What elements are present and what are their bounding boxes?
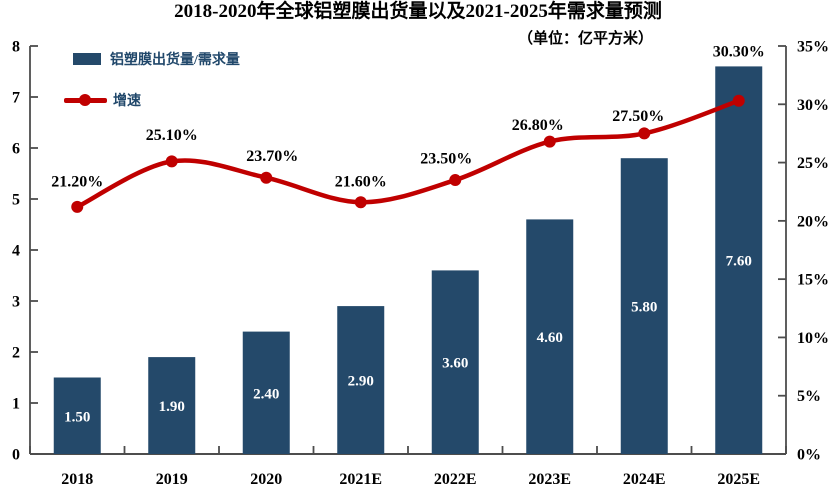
bar-value-label: 7.60: [726, 254, 752, 270]
growth-value-label: 26.80%: [512, 117, 564, 134]
x-axis-category-label: 2019: [156, 471, 188, 488]
growth-line-marker: [449, 174, 462, 187]
x-axis-category-label: 2018: [61, 471, 93, 488]
growth-value-label: 30.30%: [713, 43, 765, 60]
left-axis-tick-label: 4: [12, 243, 20, 260]
right-axis-tick-label: 30%: [797, 97, 829, 114]
bar: [337, 306, 385, 454]
bar: [526, 219, 574, 454]
left-axis-tick-label: 8: [12, 39, 20, 56]
growth-line-marker: [165, 155, 178, 168]
bar: [53, 377, 101, 454]
legend-line-label: 增速: [113, 94, 141, 109]
x-axis-category-label: 2024E: [623, 471, 666, 488]
growth-line-marker: [638, 127, 651, 140]
growth-line-marker: [732, 94, 745, 107]
growth-line-marker: [260, 171, 273, 184]
legend-item-growth: 增速: [64, 90, 240, 110]
left-axis-tick-label: 6: [12, 141, 20, 158]
x-axis-category-label: 2025E: [717, 471, 760, 488]
bar: [148, 357, 196, 454]
growth-line-marker: [543, 135, 556, 148]
bar: [431, 270, 479, 454]
bar-value-label: 4.60: [537, 330, 563, 346]
legend: 铝塑膜出货量/需求量 增速: [64, 49, 240, 110]
growth-value-label: 21.20%: [51, 173, 103, 190]
right-axis-tick-label: 35%: [797, 39, 829, 56]
x-axis-category-label: 2021E: [339, 471, 382, 488]
chart-title: 2018-2020年全球铝塑膜出货量以及2021-2025年需求量预测: [174, 1, 662, 22]
growth-value-label: 27.50%: [612, 108, 664, 125]
bar: [620, 158, 668, 454]
right-axis-tick-label: 20%: [797, 213, 829, 230]
chart-subtitle: （单位：亿平方米）: [518, 31, 654, 47]
growth-line-marker: [354, 196, 367, 209]
right-axis-tick-label: 0%: [797, 447, 821, 464]
x-axis-category-label: 2023E: [528, 471, 571, 488]
left-axis-tick-label: 0: [12, 447, 20, 464]
bar-value-label: 2.40: [253, 386, 279, 402]
legend-bar-label: 铝塑膜出货量/需求量: [110, 53, 240, 68]
growth-value-label: 21.60%: [335, 174, 387, 191]
right-axis-tick-label: 5%: [797, 388, 821, 405]
left-axis-tick-label: 7: [12, 90, 20, 107]
bar-value-label: 1.50: [64, 409, 90, 425]
growth-line-marker: [71, 200, 84, 213]
growth-value-label: 23.70%: [246, 148, 298, 165]
line-series-marker-icon: [79, 94, 91, 106]
bar-value-label: 1.90: [159, 399, 185, 415]
growth-value-label: 25.10%: [146, 127, 198, 144]
bar: [715, 66, 763, 455]
right-axis-tick-label: 15%: [797, 272, 829, 289]
right-axis-tick-label: 25%: [797, 155, 829, 172]
line-series-swatch: [64, 94, 107, 106]
bar-series-swatch: [73, 53, 101, 65]
bar-value-label: 5.80: [631, 300, 657, 316]
x-axis-category-label: 2022E: [434, 471, 477, 488]
legend-item-shipments: 铝塑膜出货量/需求量: [64, 49, 240, 69]
left-axis-tick-label: 5: [12, 192, 20, 209]
x-axis-category-label: 2020: [250, 471, 282, 488]
left-axis-tick-label: 1: [12, 396, 20, 413]
right-axis-tick-label: 10%: [797, 330, 829, 347]
left-axis-tick-label: 2: [12, 345, 20, 362]
growth-value-label: 23.50%: [420, 151, 472, 168]
bar-value-label: 2.90: [348, 374, 374, 390]
left-axis-tick-label: 3: [12, 294, 20, 311]
bar: [242, 331, 290, 454]
bar-value-label: 3.60: [442, 356, 468, 372]
